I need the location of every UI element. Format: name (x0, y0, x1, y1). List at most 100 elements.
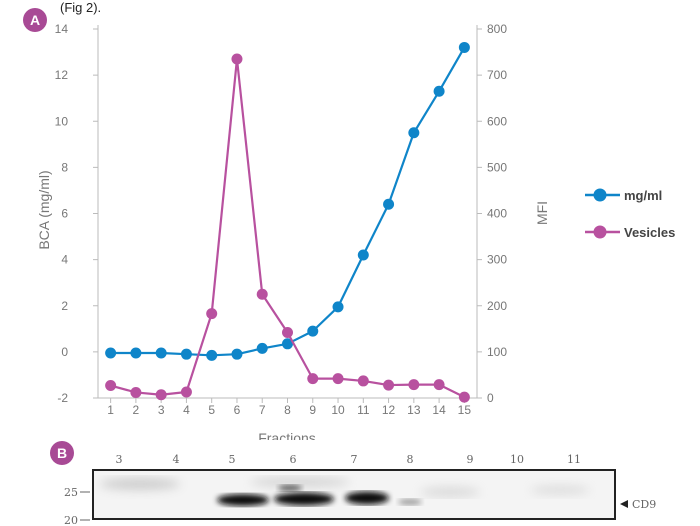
blot-bands (217, 485, 422, 506)
x-tick-label: 11 (357, 403, 370, 417)
data-point-0-7 (282, 338, 293, 350)
right-y-axis: 0 100 200 300 400 500 600 700 800 (476, 22, 507, 405)
series-line-0 (110, 46, 466, 357)
y-tick-label: 10 (55, 114, 69, 128)
y2-tick-label: 700 (487, 68, 507, 82)
y-tick-label: 6 (61, 207, 68, 221)
x-tick-label: 9 (309, 403, 316, 417)
data-point-0-12 (408, 127, 420, 139)
blot-lane-labels: 3 4 5 6 7 8 9 10 11 (116, 453, 582, 466)
x-tick-label: 1 (107, 403, 114, 417)
data-point-0-6 (256, 342, 268, 354)
data-point-1-13 (433, 379, 445, 391)
legend-label-0: mg/ml (624, 188, 662, 203)
y2-axis-title: MFI (534, 201, 550, 225)
data-point-0-3 (180, 348, 192, 360)
data-point-1-4 (206, 308, 218, 320)
y-tick-label: 12 (55, 68, 69, 82)
y-tick-label: 8 (61, 160, 68, 174)
blot-lane-label: 7 (351, 453, 358, 466)
band-label: CD9 (632, 498, 656, 511)
blot-lane-label: 4 (173, 453, 180, 466)
y2-tick-label: 500 (487, 160, 507, 174)
blot-lane-label: 9 (467, 453, 474, 466)
blot-lane-label: 5 (229, 453, 236, 466)
panel-b-badge: B (50, 441, 74, 465)
x-tick-label: 8 (284, 403, 291, 417)
x-axis: 1 2 3 4 5 6 7 8 9 10 11 12 13 14 15 (98, 397, 477, 417)
figure-caption: (Fig 2). (60, 0, 102, 15)
x-tick-label: 10 (331, 403, 345, 417)
x-tick-label: 4 (183, 403, 190, 417)
y2-tick-label: 100 (487, 345, 507, 359)
data-point-1-9 (332, 373, 344, 385)
x-tick-label: 7 (259, 403, 266, 417)
legend-swatch-dot-0 (593, 188, 607, 202)
y-tick-label: -2 (57, 391, 68, 405)
data-point-1-10 (357, 375, 369, 387)
y-axis-title: BCA (mg/ml) (36, 170, 52, 249)
data-point-0-9 (332, 301, 344, 313)
blot-lane-label: 6 (290, 453, 297, 466)
legend-label-1: Vesicles (624, 225, 675, 240)
data-point-0-4 (206, 349, 218, 361)
data-point-1-12 (408, 379, 420, 391)
data-point-1-7 (282, 327, 293, 339)
data-point-1-11 (383, 379, 395, 391)
y-tick-label: 14 (55, 22, 69, 36)
blot-lane-label: 10 (510, 453, 524, 466)
marker-20-label: 20 (64, 514, 78, 526)
data-point-1-1 (130, 386, 142, 398)
y2-tick-label: 300 (487, 253, 507, 267)
y-tick-label: 0 (61, 345, 68, 359)
data-point-1-0 (105, 380, 117, 392)
x-axis-title: Fractions (258, 430, 316, 440)
series-layer (105, 41, 470, 403)
x-tick-label: 12 (382, 403, 396, 417)
x-tick-label: 14 (432, 403, 446, 417)
data-point-1-14 (458, 391, 470, 403)
blot-band (217, 494, 269, 506)
marker-25-label: 25 (64, 486, 78, 499)
data-point-1-5 (231, 53, 243, 65)
band-arrow-icon (620, 500, 628, 508)
y2-tick-label: 600 (487, 114, 507, 128)
legend: mg/ml Vesicles (585, 188, 675, 240)
x-tick-label: 6 (234, 403, 241, 417)
blot-lane-label: 11 (567, 453, 581, 466)
data-point-1-8 (307, 373, 319, 385)
blot-band (278, 485, 302, 491)
data-point-1-6 (256, 288, 268, 300)
data-point-0-5 (231, 348, 243, 360)
blot-lane-label: 8 (407, 453, 414, 466)
blot-band (345, 491, 389, 505)
left-y-axis: -2 0 2 4 6 8 10 12 14 (55, 22, 99, 405)
data-point-0-10 (357, 249, 369, 261)
data-point-0-11 (383, 198, 395, 210)
x-tick-label: 5 (208, 403, 215, 417)
data-point-0-1 (130, 347, 142, 359)
y2-tick-label: 400 (487, 207, 507, 221)
x-tick-label: 13 (407, 403, 421, 417)
blot-background-smear (100, 477, 590, 497)
y2-tick-label: 200 (487, 299, 507, 313)
data-point-0-14 (458, 41, 470, 53)
x-tick-label: 3 (158, 403, 165, 417)
blot-band (274, 492, 334, 506)
y2-tick-label: 0 (487, 391, 494, 405)
data-point-0-13 (433, 85, 445, 97)
legend-swatch-dot-1 (593, 225, 607, 239)
data-point-0-8 (307, 325, 319, 337)
x-tick-label: 2 (133, 403, 140, 417)
western-blot: 3 4 5 6 7 8 9 10 11 25 20 CD9 (64, 453, 656, 526)
blot-lane-label: 3 (116, 453, 123, 466)
data-point-1-3 (180, 386, 192, 398)
y-tick-label: 4 (61, 253, 68, 267)
data-point-1-2 (155, 389, 167, 401)
blot-band (398, 499, 422, 505)
y-tick-label: 2 (61, 299, 68, 313)
panel-a-badge: A (23, 8, 47, 32)
y2-tick-label: 800 (487, 22, 507, 36)
data-point-0-0 (105, 347, 117, 359)
